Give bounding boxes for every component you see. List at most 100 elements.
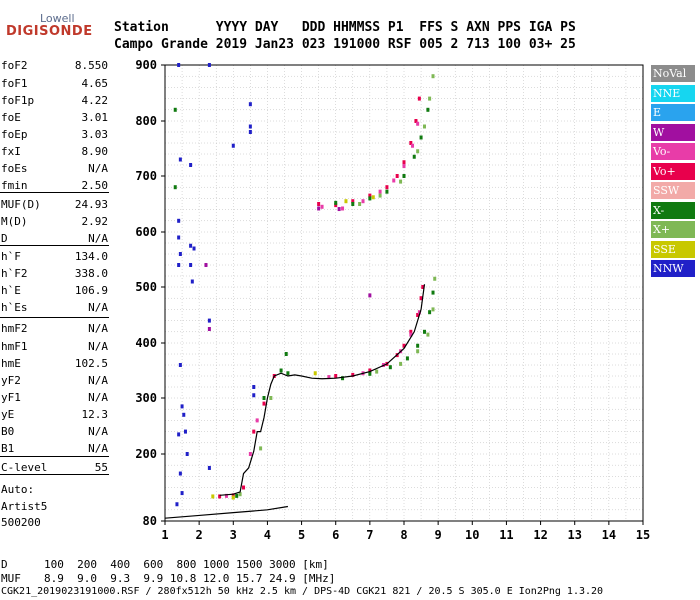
param-label: foF1 <box>1 77 28 90</box>
data-point <box>431 290 435 295</box>
param-label: C-level <box>1 461 48 474</box>
x-tick-label: 1 <box>161 528 168 542</box>
data-point <box>317 202 321 206</box>
legend-item: Vo- <box>651 143 695 160</box>
data-point <box>269 396 273 400</box>
data-point <box>177 263 181 267</box>
data-point <box>334 200 338 205</box>
data-point <box>428 310 432 315</box>
logo-digisonde: DIGISONDE <box>6 24 93 39</box>
data-point <box>409 141 413 145</box>
distance-values: 100 200 400 600 800 1000 1500 3000 [km] <box>44 558 329 571</box>
data-point <box>180 404 184 409</box>
data-point <box>279 368 283 373</box>
param-value: 106.9 <box>74 284 108 297</box>
param-value: 8.90 <box>81 145 109 158</box>
legend-item: NoVal <box>651 65 695 82</box>
param-label: yF2 <box>1 374 21 387</box>
param-label: h`Es <box>1 301 28 314</box>
param-value: N/A <box>88 340 108 353</box>
data-point <box>411 143 415 148</box>
param-value: N/A <box>88 232 108 245</box>
data-point <box>248 124 252 129</box>
panel-divider <box>0 317 109 318</box>
y-tick-label: 80 <box>143 514 157 528</box>
data-point <box>252 393 256 398</box>
param-value: 8.550 <box>74 59 108 72</box>
legend-item: W <box>651 123 695 141</box>
data-point <box>252 385 256 389</box>
param-label: foEp <box>1 128 28 141</box>
data-point <box>224 493 228 498</box>
legend-item: NNW <box>651 260 695 277</box>
param-label: MUF(D) <box>1 198 41 211</box>
param-label: h`F2 <box>1 267 28 280</box>
data-point <box>361 199 365 204</box>
data-point <box>185 452 189 456</box>
data-point <box>175 502 179 507</box>
data-point <box>392 178 396 183</box>
param-value: 4.65 <box>81 77 109 90</box>
trace-line <box>219 284 426 496</box>
data-point <box>351 199 355 204</box>
data-point <box>417 310 421 315</box>
panel-divider <box>0 192 109 193</box>
param-value: 12.3 <box>81 408 109 421</box>
data-point <box>344 199 348 204</box>
auto-version: 500200 <box>1 516 41 529</box>
y-tick-label: 800 <box>135 114 157 128</box>
param-label: hmF2 <box>1 322 28 335</box>
data-point <box>426 332 430 337</box>
data-point <box>235 493 239 498</box>
data-point <box>409 329 413 334</box>
data-point <box>426 107 430 112</box>
data-point <box>416 121 420 126</box>
data-point <box>358 202 362 206</box>
x-tick-label: 11 <box>499 528 513 542</box>
param-value: 24.93 <box>74 198 108 211</box>
panel-divider <box>0 474 109 475</box>
data-point <box>204 263 208 267</box>
data-point <box>207 465 211 470</box>
auto-label: Auto: <box>1 483 35 496</box>
param-label: hmE <box>1 357 21 370</box>
data-point <box>341 206 345 211</box>
legend-item: SSW <box>651 182 695 199</box>
param-label: h`F <box>1 250 21 263</box>
data-point <box>180 491 184 496</box>
data-point <box>207 318 211 323</box>
data-point <box>284 352 288 356</box>
data-point <box>341 376 345 381</box>
data-point <box>416 149 420 154</box>
data-point <box>248 452 252 456</box>
param-label: fmin <box>1 179 28 192</box>
data-point <box>402 174 406 178</box>
param-value: 3.03 <box>81 128 109 141</box>
data-point <box>368 293 372 298</box>
param-label: yF1 <box>1 391 21 404</box>
data-point <box>178 363 182 367</box>
param-label: foF1p <box>1 94 35 107</box>
data-point <box>207 63 211 67</box>
data-point <box>262 401 266 406</box>
data-point <box>402 343 406 348</box>
data-point <box>371 195 375 200</box>
x-tick-label: 10 <box>465 528 479 542</box>
param-value: 102.5 <box>74 357 108 370</box>
data-point <box>189 163 193 167</box>
y-tick-label: 700 <box>135 169 157 183</box>
param-label: fxI <box>1 145 21 158</box>
data-point <box>334 203 338 208</box>
data-point <box>378 189 382 194</box>
distance-label: D <box>1 558 8 571</box>
data-point <box>177 218 181 223</box>
y-tick-label: 200 <box>135 447 157 461</box>
data-point <box>317 206 321 211</box>
panel-divider <box>0 245 109 246</box>
data-point <box>375 369 379 374</box>
param-label: hmF1 <box>1 340 28 353</box>
data-point <box>428 96 432 101</box>
data-point <box>412 154 416 159</box>
data-point <box>242 485 246 490</box>
data-point <box>368 193 372 198</box>
